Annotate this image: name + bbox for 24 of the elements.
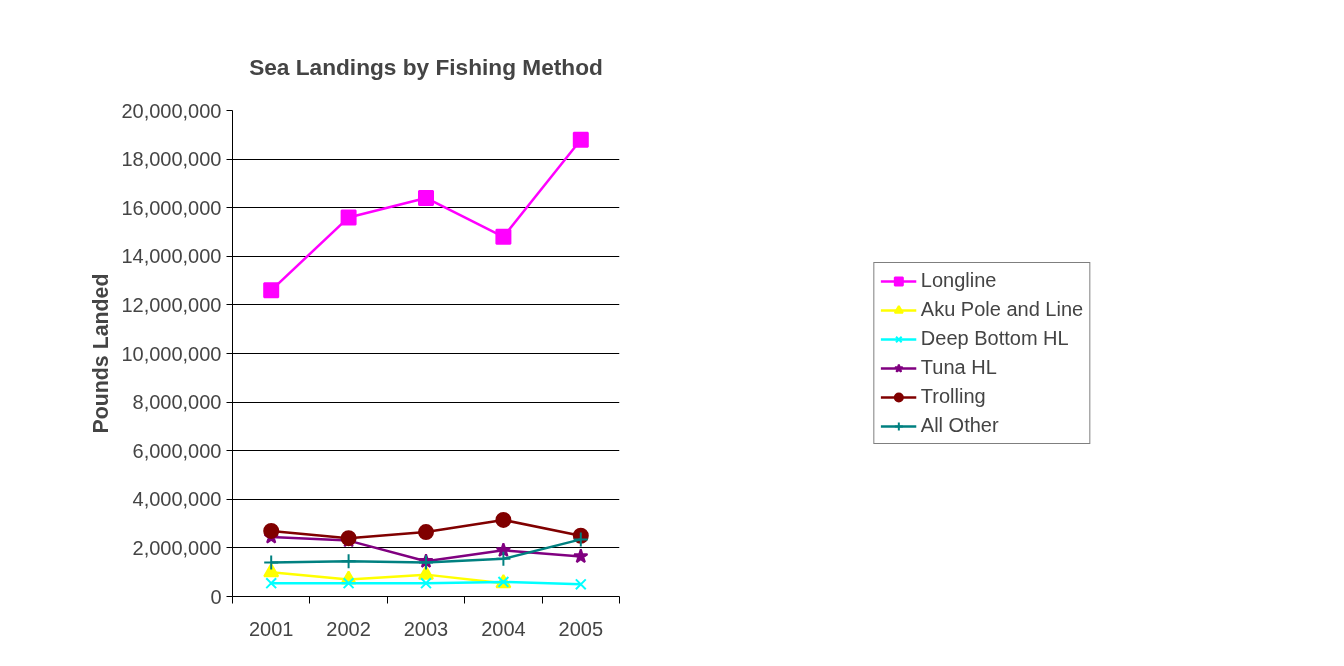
y-tick-label: 2,000,000 [132,536,222,559]
y-tick-label: 20,000,000 [121,99,222,122]
x-tick-label: 2003 [403,617,449,640]
y-tick-label: 18,000,000 [121,148,222,171]
y-tick-label: 16,000,000 [121,196,222,219]
x-tick-label: 2001 [248,617,294,640]
x-tick-label: 2002 [326,617,371,640]
legend-label: Trolling [920,385,986,408]
y-tick-label: 10,000,000 [121,342,222,365]
legend-label: All Other [920,414,999,437]
y-tick-label: 4,000,000 [132,488,222,511]
y-tick-label: 14,000,000 [121,245,222,268]
y-tick-label: 8,000,000 [132,391,222,414]
y-tick-label: 12,000,000 [121,293,222,316]
x-tick-label: 2005 [558,617,604,640]
x-tick-label: 2004 [481,617,526,640]
legend-label: Tuna HL [920,356,997,379]
legend-label: Aku Pole and Line [920,298,1084,321]
legend-label: Longline [920,269,997,292]
y-tick-label: 0 [210,585,222,608]
y-axis-title: Pounds Landed [89,273,114,434]
legend-label: Deep Bottom HL [920,327,1069,350]
chart-title: Sea Landings by Fishing Method [249,53,603,80]
y-tick-label: 6,000,000 [132,439,222,462]
